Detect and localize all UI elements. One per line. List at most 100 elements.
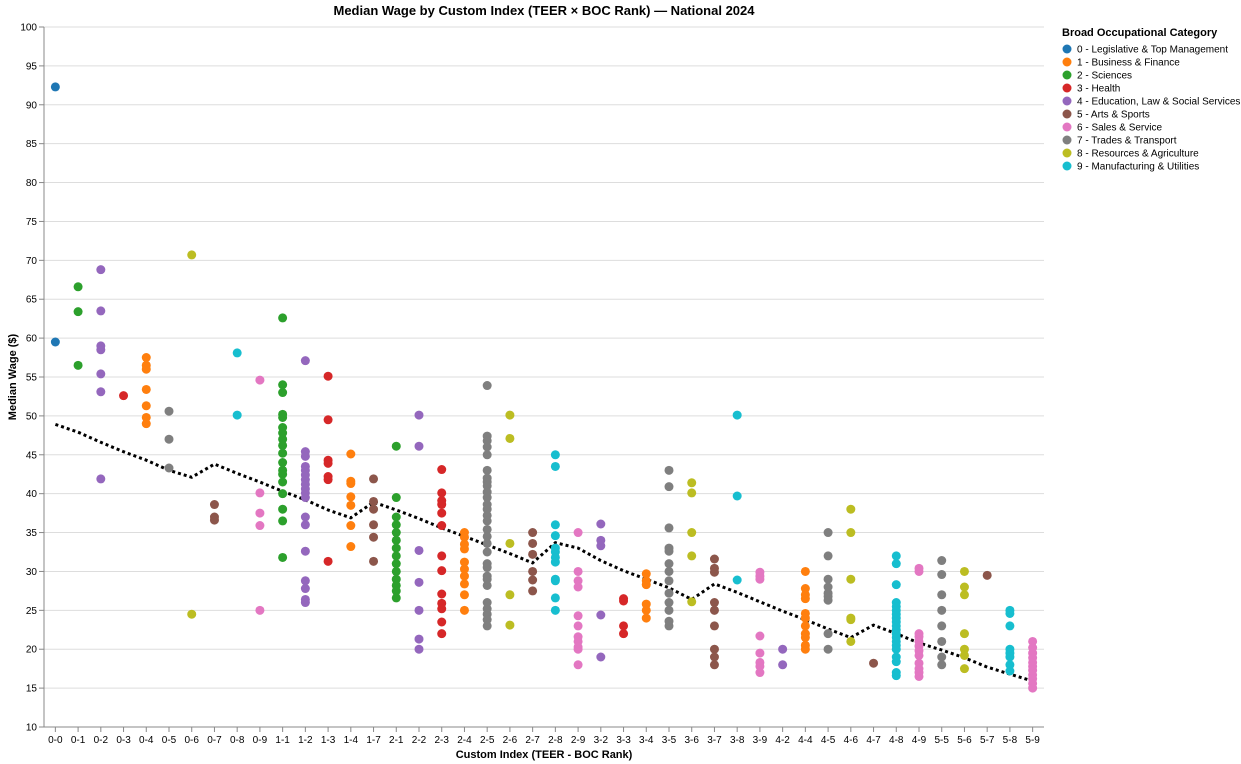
x-tick-label: 1-7 <box>366 735 381 746</box>
data-point <box>800 566 810 576</box>
data-point <box>619 621 629 631</box>
data-point <box>278 434 288 444</box>
data-point <box>300 356 310 366</box>
data-point <box>414 577 424 587</box>
y-tick-label: 75 <box>26 217 38 228</box>
data-point <box>846 504 856 514</box>
data-point <box>482 547 492 557</box>
data-point <box>346 492 356 502</box>
data-point <box>346 521 356 531</box>
data-point <box>346 479 356 489</box>
data-point <box>573 566 583 576</box>
x-tick-label: 3-5 <box>662 735 677 746</box>
x-tick-label: 2-9 <box>571 735 586 746</box>
data-point <box>391 535 401 545</box>
data-point <box>482 621 492 631</box>
y-tick-label: 45 <box>26 450 38 461</box>
data-point <box>459 605 469 615</box>
data-point <box>278 516 288 526</box>
x-tick-label: 3-2 <box>594 735 609 746</box>
data-point <box>391 566 401 576</box>
legend-label: 9 - Manufacturing & Utilities <box>1077 162 1199 173</box>
data-point <box>482 598 492 608</box>
legend-label: 8 - Resources & Agriculture <box>1077 149 1199 160</box>
data-points <box>50 82 1038 693</box>
data-point <box>823 644 833 654</box>
data-point <box>891 559 901 569</box>
data-point <box>1005 660 1015 670</box>
data-point <box>391 586 401 596</box>
x-tick-label: 5-7 <box>980 735 995 746</box>
x-tick-label: 2-5 <box>480 735 495 746</box>
data-point <box>800 633 810 643</box>
y-tick-label: 40 <box>26 489 38 500</box>
data-point <box>528 549 538 559</box>
x-tick-label: 1-1 <box>275 735 290 746</box>
data-point <box>937 605 947 615</box>
data-point <box>573 621 583 631</box>
data-point <box>709 554 719 564</box>
data-point <box>459 532 469 542</box>
legend-label: 1 - Business & Finance <box>1077 58 1180 69</box>
data-point <box>709 567 719 577</box>
data-point <box>459 557 469 567</box>
data-point <box>550 557 560 567</box>
data-point <box>937 652 947 662</box>
data-point <box>369 474 379 484</box>
data-point <box>369 532 379 542</box>
data-point <box>709 660 719 670</box>
data-point <box>232 348 242 358</box>
data-point <box>278 477 288 487</box>
data-point <box>278 552 288 562</box>
data-point <box>323 475 333 485</box>
data-point <box>482 574 492 584</box>
data-point <box>573 582 583 592</box>
y-tick-label: 65 <box>26 295 38 306</box>
y-axis-title: Median Wage ($) <box>7 333 19 420</box>
data-point <box>959 629 969 639</box>
data-point <box>141 364 151 374</box>
data-point <box>437 488 447 498</box>
data-point <box>278 388 288 398</box>
x-tick-label: 5-6 <box>957 735 972 746</box>
data-point <box>823 551 833 561</box>
legend-swatch <box>1062 161 1072 171</box>
data-point <box>391 441 401 451</box>
legend-swatch <box>1062 96 1072 106</box>
x-tick-label: 2-7 <box>525 735 540 746</box>
data-point <box>664 482 674 492</box>
data-point <box>346 500 356 510</box>
data-point <box>823 629 833 639</box>
data-point <box>323 458 333 468</box>
data-point <box>891 657 901 667</box>
x-tick-label: 1-4 <box>344 735 359 746</box>
data-point <box>232 410 242 420</box>
data-point <box>255 508 265 518</box>
x-tick-label: 2-1 <box>389 735 404 746</box>
x-tick-label: 2-4 <box>457 735 472 746</box>
x-tick-label: 0-1 <box>71 735 86 746</box>
data-point <box>73 307 83 317</box>
x-tick-label: 0-5 <box>162 735 177 746</box>
x-tick-label: 0-8 <box>230 735 245 746</box>
data-point <box>278 489 288 499</box>
data-point <box>619 629 629 639</box>
legend-label: 7 - Trades & Transport <box>1077 136 1177 147</box>
data-point <box>846 528 856 538</box>
data-point <box>300 493 310 503</box>
x-tick-label: 0-0 <box>48 735 63 746</box>
data-point <box>959 566 969 576</box>
data-point <box>1005 608 1015 618</box>
x-tick-label: 2-6 <box>503 735 518 746</box>
data-point <box>482 531 492 541</box>
data-point <box>209 500 219 510</box>
data-point <box>391 528 401 538</box>
data-point <box>891 551 901 561</box>
legend-title: Broad Occupational Category <box>1062 27 1218 39</box>
y-tick-label: 85 <box>26 139 38 150</box>
data-point <box>596 541 606 551</box>
data-point <box>300 546 310 556</box>
data-point <box>505 433 515 443</box>
legend-swatch <box>1062 83 1072 93</box>
data-point <box>278 380 288 390</box>
